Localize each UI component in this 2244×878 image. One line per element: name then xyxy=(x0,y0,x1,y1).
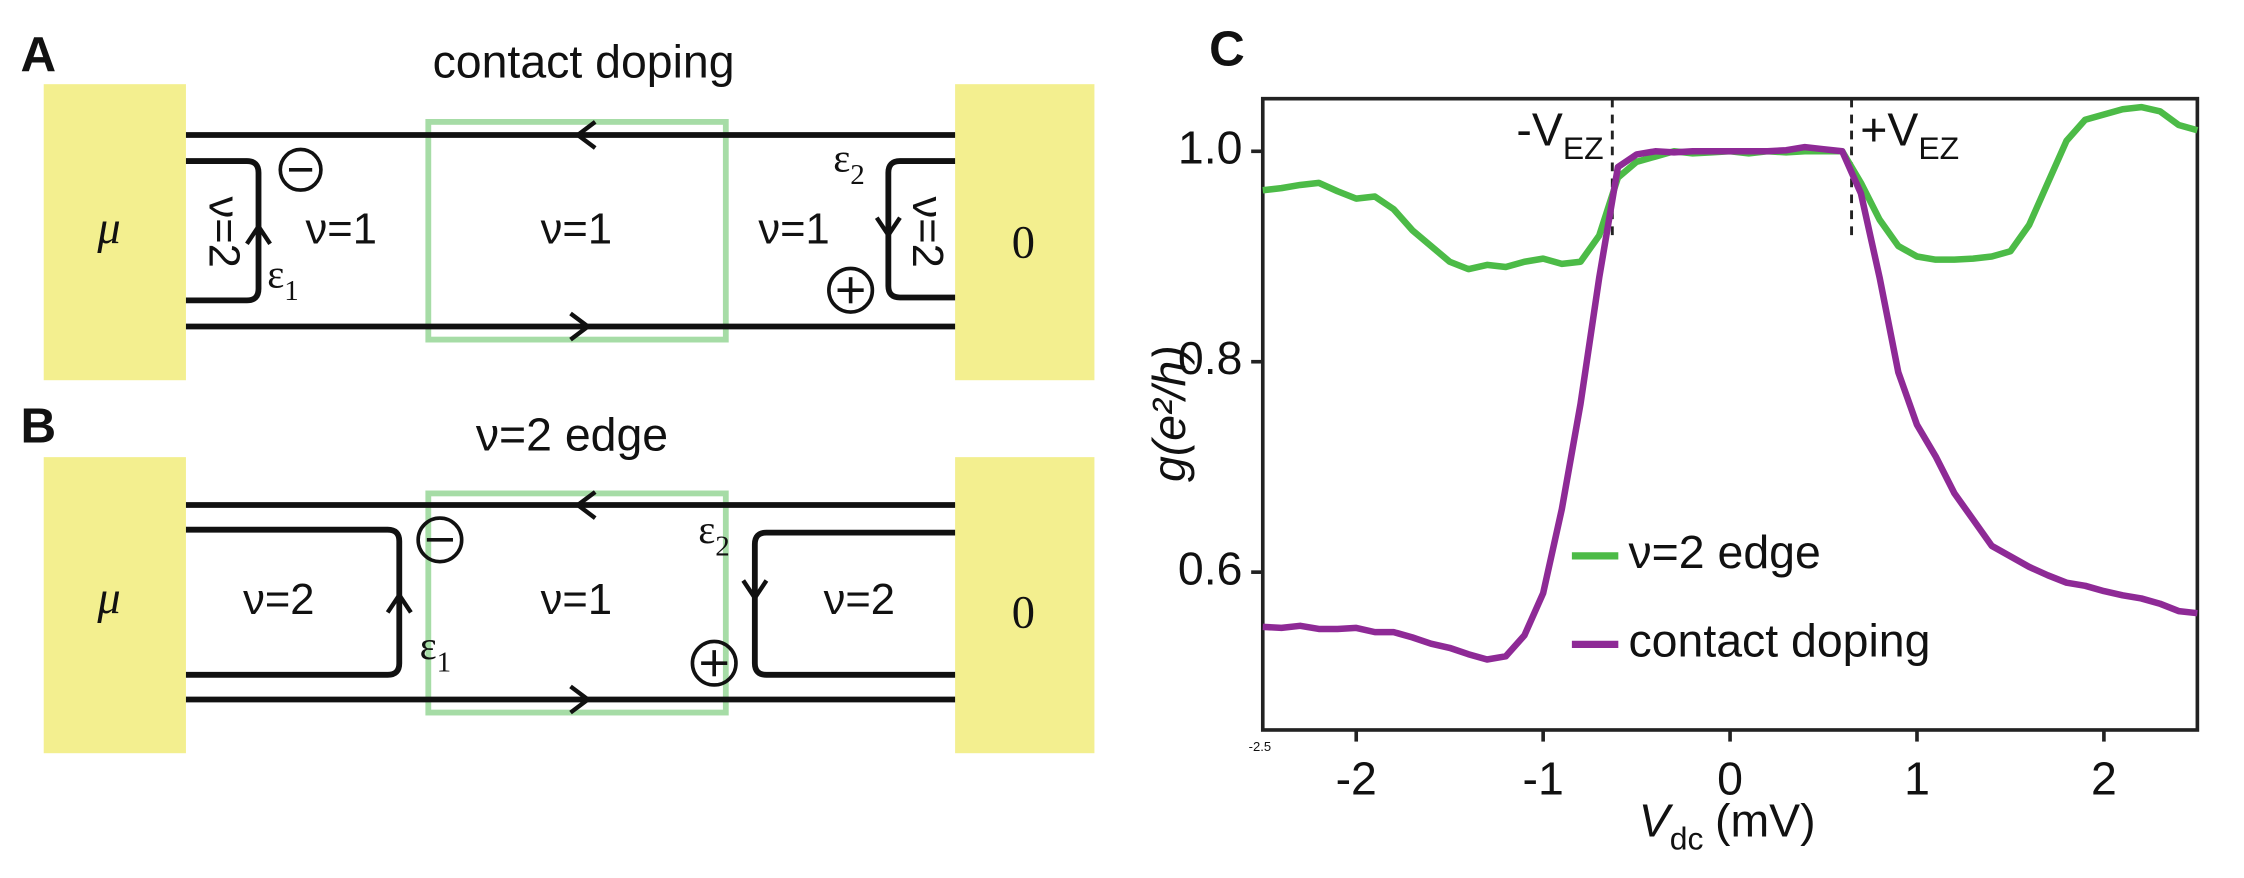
x-tick-label: -1 xyxy=(1523,752,1564,804)
panel-title: contact doping xyxy=(433,36,735,88)
panel-letter: A xyxy=(21,27,57,82)
x-tick-label: 0 xyxy=(1717,752,1743,804)
energy-label: ε1 xyxy=(267,252,299,307)
panel-letter: C xyxy=(1209,21,1245,76)
minus-sign xyxy=(278,147,323,192)
contact-label: μ xyxy=(96,573,120,624)
y-tick-label: 0.8 xyxy=(1178,332,1243,384)
energy-label: ε2 xyxy=(698,507,730,562)
edge-loop xyxy=(751,529,956,678)
region-label: ν=1 xyxy=(306,206,377,254)
chart: C g(e²/h) Vdc (mV) -2.5 -2 -1 0 1 2 0.6 0.8 1.0 -V… xyxy=(1143,21,2200,858)
gate xyxy=(425,490,729,716)
edge-loop xyxy=(885,158,956,301)
contact-label: 0 xyxy=(1012,217,1035,268)
y-tick-label: 1.0 xyxy=(1178,122,1243,174)
energy-label: ε2 xyxy=(833,136,865,191)
y-axis-label: g(e²/h) xyxy=(1143,345,1195,482)
region-label: ν=1 xyxy=(758,206,829,254)
plus-sign xyxy=(827,266,875,314)
series-line xyxy=(1262,103,2199,273)
panel-b: B ν=2 edge μ 0 ν=2 ν=1 ν=2 ε1 ε2 xyxy=(21,399,1095,754)
annotation-text: -V xyxy=(1516,104,1562,156)
region-label: ν=1 xyxy=(541,206,612,254)
region-label: ν=2 xyxy=(824,576,895,624)
edge-loop xyxy=(185,158,262,304)
panel-a: A contact doping μ 0 ν=2 ν=1 ν=1 ν=1 ν=2… xyxy=(21,27,1095,381)
legend-label: ν=2 edge xyxy=(1628,526,1820,578)
edge-loop xyxy=(185,526,403,678)
x-axis-label: Vdc (mV) xyxy=(1639,795,1816,858)
region-label: ν=2 xyxy=(243,576,314,624)
x-tick-label: -2 xyxy=(1336,752,1377,804)
region-label: ν=1 xyxy=(541,576,612,624)
contact xyxy=(955,457,1095,754)
legend-label: contact doping xyxy=(1628,615,1930,667)
contact xyxy=(43,84,186,381)
contact xyxy=(955,84,1095,381)
annotation-text: +V xyxy=(1860,104,1918,156)
plus-sign xyxy=(690,639,738,687)
region-label: ν=2 xyxy=(199,197,247,268)
x-tick-label: 2 xyxy=(2091,752,2117,804)
series-line xyxy=(1262,143,2198,663)
panel-letter: B xyxy=(21,399,57,454)
contact-label: 0 xyxy=(1012,587,1035,638)
y-tick-label: 0.6 xyxy=(1178,542,1243,594)
energy-label: ε1 xyxy=(420,623,452,678)
annotation-label: +VEZ xyxy=(1860,104,1959,167)
annotation-label: -VEZ xyxy=(1516,104,1603,167)
panel-title: ν=2 edge xyxy=(476,409,668,461)
contact-label: μ xyxy=(96,203,120,254)
gate xyxy=(425,119,729,343)
x-tick-label: -2.5 xyxy=(1249,739,1271,754)
x-tick-label: 1 xyxy=(1904,752,1930,804)
contact xyxy=(43,457,186,754)
region-label: ν=2 xyxy=(903,197,951,268)
annotation-sub: EZ xyxy=(1918,130,1959,166)
minus-sign xyxy=(416,516,464,564)
annotation-sub: EZ xyxy=(1563,130,1604,166)
